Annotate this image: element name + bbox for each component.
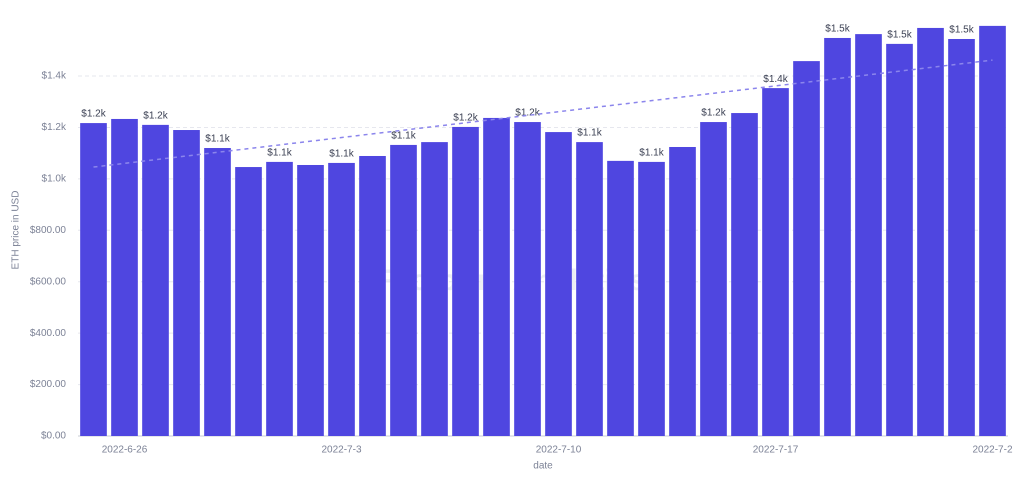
value-label: $1.1k <box>205 134 230 145</box>
bar <box>328 162 355 437</box>
bar <box>266 161 293 436</box>
bar <box>886 43 913 437</box>
x-tick-label: 2022-7-10 <box>536 445 582 456</box>
value-label: $1.1k <box>329 149 354 160</box>
y-tick-label: $800.00 <box>30 225 67 236</box>
x-tick-label: 2022-7-2 <box>972 445 1012 456</box>
bar <box>979 25 1006 437</box>
bar <box>142 124 169 436</box>
value-label: $1.2k <box>515 108 540 119</box>
value-label: $1.5k <box>887 30 912 41</box>
trendline <box>93 59 993 168</box>
bar <box>824 37 851 437</box>
bar <box>421 142 448 436</box>
y-tick-label: $200.00 <box>30 379 67 390</box>
value-label: $1.2k <box>143 111 168 122</box>
y-tick-label: $0.00 <box>41 431 66 442</box>
bar <box>638 161 665 436</box>
bar <box>80 123 107 437</box>
value-label: $1.5k <box>949 25 974 36</box>
x-axis-label: date <box>533 461 553 472</box>
bar <box>297 164 324 437</box>
y-tick-label: $400.00 <box>30 328 67 339</box>
bar <box>514 122 541 436</box>
bar <box>204 148 231 436</box>
y-axis-label: ETH price in USD <box>11 191 22 270</box>
y-tick-label: $1.0k <box>42 174 67 185</box>
bar <box>917 27 944 436</box>
value-label: $1.2k <box>701 108 726 119</box>
bar <box>669 146 696 436</box>
bar <box>731 113 758 437</box>
y-tick-label: $600.00 <box>30 276 67 287</box>
x-tick-label: 2022-7-3 <box>321 445 361 456</box>
bar <box>390 144 417 436</box>
bar <box>793 61 820 436</box>
bar <box>111 118 138 436</box>
value-label: $1.5k <box>825 24 850 35</box>
bar <box>173 130 200 437</box>
x-tick-label: 2022-7-17 <box>753 445 799 456</box>
value-label: $1.2k <box>81 109 106 120</box>
value-label: $1.4k <box>763 74 788 85</box>
bar <box>762 88 789 437</box>
bar <box>359 155 386 436</box>
x-tick-label: 2022-6-26 <box>102 445 148 456</box>
bar <box>948 38 975 437</box>
bar <box>576 142 603 436</box>
bar <box>483 117 510 437</box>
bar <box>452 126 479 436</box>
value-label: $1.1k <box>577 128 602 139</box>
bar <box>607 160 634 436</box>
bar <box>545 132 572 436</box>
bar <box>235 167 262 437</box>
bar <box>700 122 727 436</box>
value-label: $1.2k <box>453 113 478 124</box>
value-label: $1.1k <box>639 148 664 159</box>
value-label: $1.1k <box>267 148 292 159</box>
y-tick-label: $1.4k <box>42 71 67 82</box>
value-label: $1.1k <box>391 131 416 142</box>
y-tick-label: $1.2k <box>42 122 67 133</box>
bar <box>855 34 882 437</box>
